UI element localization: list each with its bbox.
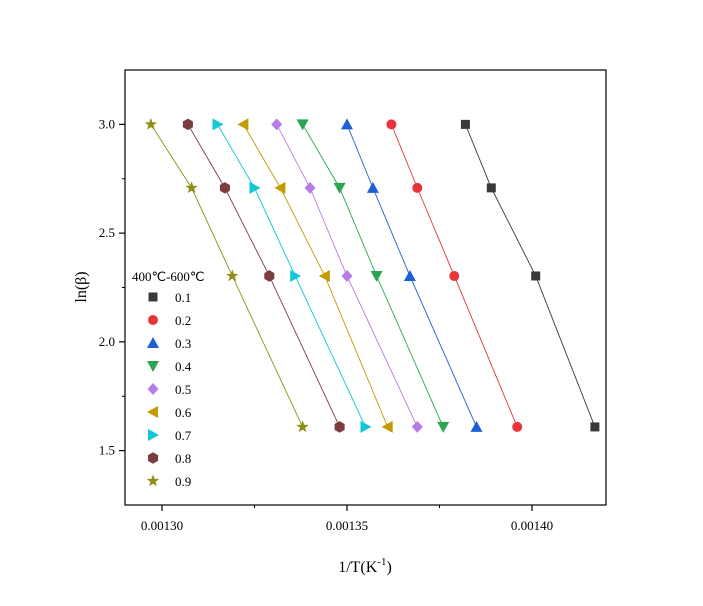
- data-point-0-2: [512, 421, 523, 432]
- fit-line-0-5: [276, 124, 418, 428]
- fit-line-0-7: [217, 124, 366, 428]
- data-point-0-4: [370, 270, 383, 282]
- legend-label-0-2: 0.2: [175, 313, 191, 328]
- data-markers: [144, 117, 600, 433]
- x-axis-title-superscript: -1: [377, 556, 386, 568]
- legend-marker-0-8: [147, 452, 159, 464]
- data-point-0-2: [449, 270, 460, 281]
- data-point-0-5: [411, 420, 423, 433]
- fit-line-0-8: [187, 124, 341, 428]
- x-axis-title-main: 1/T(K: [338, 559, 378, 576]
- y-tick-label: 3.0: [99, 116, 115, 131]
- data-point-0-9: [226, 269, 239, 282]
- data-point-0-9: [296, 420, 309, 433]
- legend-label-0-6: 0.6: [175, 405, 192, 420]
- legend-label-0-7: 0.7: [175, 428, 192, 443]
- data-point-0-8: [219, 182, 230, 194]
- fit-line-0-2: [390, 124, 518, 428]
- x-axis-title-suffix: ): [386, 559, 391, 576]
- y-axis-title: ln(β): [73, 271, 90, 302]
- data-point-0-6: [318, 269, 330, 282]
- data-point-0-7: [249, 181, 261, 194]
- plot-border: [124, 69, 607, 506]
- data-point-0-8: [182, 118, 193, 131]
- x-axis-title: 1/T(K-1): [338, 556, 392, 576]
- data-point-0-1: [590, 422, 600, 432]
- fit-line-0-3: [346, 124, 477, 428]
- legend-marker-0-9: [146, 474, 160, 487]
- plot-frame: [124, 69, 607, 506]
- data-point-0-1: [486, 183, 496, 193]
- data-point-0-5: [304, 181, 316, 194]
- data-point-0-7: [212, 118, 224, 131]
- data-point-0-4: [437, 421, 450, 433]
- fit-line-0-6: [243, 124, 389, 428]
- data-point-0-5: [271, 118, 283, 131]
- data-point-0-2: [412, 182, 423, 193]
- legend-marker-0-7: [148, 429, 159, 441]
- data-point-0-5: [341, 269, 353, 282]
- data-point-0-2: [386, 119, 397, 130]
- legend-marker-0-5: [147, 383, 159, 395]
- legend: 400℃-600℃ 0.1 0.2 0.3 0.4 0.5 0.6 0.7 0.8 0.9: [132, 269, 205, 489]
- fit-line-0-4: [302, 124, 444, 428]
- data-point-0-6: [274, 181, 286, 194]
- data-point-0-6: [381, 420, 393, 433]
- legend-title: 400℃-600℃: [132, 269, 205, 284]
- data-point-0-8: [334, 421, 345, 433]
- data-point-0-4: [296, 119, 309, 131]
- data-point-0-7: [290, 269, 302, 282]
- fit-line-0-1: [464, 124, 596, 428]
- legend-marker-0-6: [147, 406, 158, 418]
- legend-label-0-9: 0.9: [175, 474, 191, 489]
- data-point-0-1: [460, 119, 470, 129]
- data-point-0-7: [360, 420, 372, 433]
- data-point-0-9: [185, 181, 198, 194]
- data-point-0-3: [403, 269, 416, 281]
- x-tick-label: 0.00140: [511, 518, 553, 533]
- legend-marker-0-2: [148, 315, 158, 325]
- y-tick-label: 2.0: [99, 334, 115, 349]
- legend-label-0-4: 0.4: [175, 359, 192, 374]
- data-point-0-9: [144, 117, 158, 130]
- legend-marker-0-3: [147, 337, 159, 348]
- legend-label-0-8: 0.8: [175, 451, 191, 466]
- legend-label-0-1: 0.1: [175, 290, 191, 305]
- legend-marker-0-1: [148, 292, 158, 302]
- data-point-0-8: [264, 270, 275, 282]
- legend-label-0-5: 0.5: [175, 382, 191, 397]
- data-point-0-6: [237, 118, 249, 131]
- x-tick-label: 0.00135: [326, 518, 368, 533]
- axes: 0.00130 0.00135 0.00140 1.5 2.0 2.5 3.0: [99, 116, 553, 533]
- fit-lines: [150, 124, 596, 428]
- data-point-0-3: [470, 420, 483, 432]
- data-point-0-1: [531, 271, 541, 281]
- data-point-0-3: [341, 118, 353, 130]
- y-tick-label: 1.5: [99, 443, 115, 458]
- y-tick-label: 2.5: [99, 225, 115, 240]
- fit-line-0-9: [150, 124, 304, 428]
- x-tick-label: 0.00130: [141, 518, 183, 533]
- data-point-0-4: [333, 182, 346, 194]
- legend-label-0-3: 0.3: [175, 336, 191, 351]
- legend-marker-0-4: [147, 361, 159, 372]
- data-point-0-3: [366, 181, 379, 193]
